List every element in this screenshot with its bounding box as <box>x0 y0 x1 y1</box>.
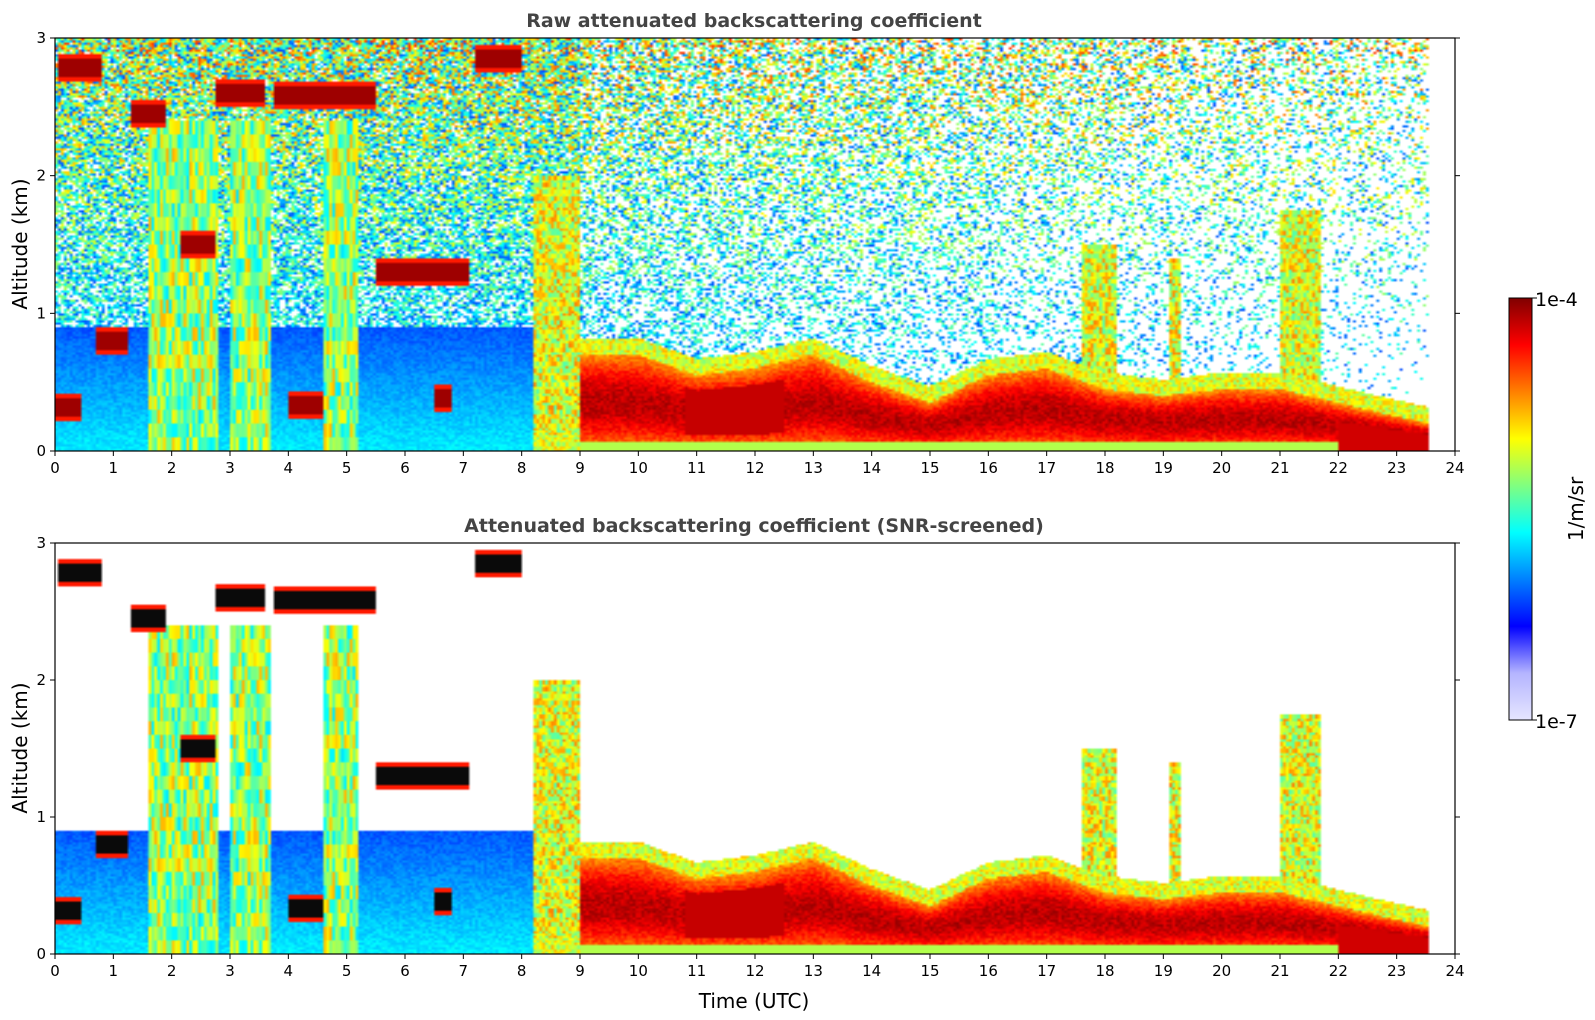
x-tick-label: 21 <box>1270 962 1289 980</box>
x-tick-label: 1 <box>109 459 119 477</box>
y-tick-label: 1 <box>36 304 46 322</box>
raw-panel-title: Raw attenuated backscattering coefficien… <box>526 10 982 32</box>
x-tick-label: 20 <box>1212 962 1231 980</box>
y-tick-label: 3 <box>36 29 46 47</box>
screened-panel-title: Attenuated backscattering coefficient (S… <box>464 515 1044 537</box>
raw-y-axis: 0 1 2 3 <box>36 29 1460 460</box>
x-tick-label: 7 <box>459 962 469 980</box>
y-tick-label: 1 <box>36 808 46 826</box>
raw-backscatter-heatmap <box>55 38 1455 451</box>
screened-backscatter-panel: Attenuated backscattering coefficient (S… <box>8 515 1465 1013</box>
y-tick-label: 2 <box>36 167 46 185</box>
x-tick-label: 23 <box>1387 962 1406 980</box>
raw-y-axis-label: Altitude (km) <box>8 178 32 309</box>
y-tick-label: 2 <box>36 671 46 689</box>
raw-backscatter-panel: Raw attenuated backscattering coefficien… <box>8 10 1465 477</box>
screened-y-axis: 0 1 2 3 <box>36 534 1460 963</box>
x-tick-label: 6 <box>400 962 410 980</box>
colorbar-scale <box>1508 297 1533 721</box>
x-tick-label: 22 <box>1329 459 1348 477</box>
x-tick-label: 5 <box>342 962 352 980</box>
x-tick-label: 14 <box>862 459 881 477</box>
x-tick-label: 9 <box>575 962 585 980</box>
x-tick-label: 10 <box>629 459 648 477</box>
x-tick-label: 21 <box>1270 459 1289 477</box>
x-tick-label: 23 <box>1387 459 1406 477</box>
x-tick-label: 16 <box>979 459 998 477</box>
x-tick-label: 14 <box>862 962 881 980</box>
x-tick-label: 13 <box>804 962 823 980</box>
x-tick-label: 17 <box>1037 459 1056 477</box>
x-tick-label: 5 <box>342 459 352 477</box>
screened-y-axis-label: Altitude (km) <box>8 682 32 813</box>
x-tick-label: 24 <box>1445 962 1464 980</box>
x-tick-label: 4 <box>284 962 294 980</box>
x-tick-label: 3 <box>225 459 235 477</box>
x-tick-label: 19 <box>1154 459 1173 477</box>
x-tick-label: 3 <box>225 962 235 980</box>
raw-x-axis: 0 1 2 3 4 5 6 7 8 9 10 11 12 13 14 15 16 17 18 19 20 21 22 23 24 <box>50 451 1465 477</box>
y-tick-label: 0 <box>36 945 46 963</box>
x-tick-label: 20 <box>1212 459 1231 477</box>
x-tick-label: 19 <box>1154 962 1173 980</box>
x-tick-label: 11 <box>687 459 706 477</box>
x-tick-label: 22 <box>1329 962 1348 980</box>
colorbar-max-label: 1e-4 <box>1535 289 1578 311</box>
x-tick-label: 8 <box>517 459 527 477</box>
x-tick-label: 12 <box>745 459 764 477</box>
x-tick-label: 18 <box>1095 459 1114 477</box>
x-tick-label: 4 <box>284 459 294 477</box>
x-tick-label: 16 <box>979 962 998 980</box>
x-tick-label: 13 <box>804 459 823 477</box>
x-tick-label: 0 <box>50 962 60 980</box>
x-axis-label: Time (UTC) <box>698 989 810 1013</box>
x-tick-label: 2 <box>167 459 177 477</box>
x-tick-label: 1 <box>109 962 119 980</box>
x-tick-label: 17 <box>1037 962 1056 980</box>
x-tick-label: 15 <box>920 962 939 980</box>
x-tick-label: 12 <box>745 962 764 980</box>
colorbar-min-label: 1e-7 <box>1535 711 1578 733</box>
x-tick-label: 11 <box>687 962 706 980</box>
x-tick-label: 15 <box>920 459 939 477</box>
x-tick-label: 18 <box>1095 962 1114 980</box>
x-tick-label: 2 <box>167 962 177 980</box>
x-tick-label: 24 <box>1445 459 1464 477</box>
y-tick-label: 0 <box>36 442 46 460</box>
screened-x-axis: 0 1 2 3 4 5 6 7 8 9 10 11 12 13 14 15 16 17 18 19 20 21 22 23 24 <box>50 954 1465 980</box>
colorbar: 1e-4 1e-7 1/m/sr <box>1508 289 1588 733</box>
x-tick-label: 7 <box>459 459 469 477</box>
x-tick-label: 9 <box>575 459 585 477</box>
x-tick-label: 6 <box>400 459 410 477</box>
screened-backscatter-heatmap <box>55 543 1455 954</box>
y-tick-label: 3 <box>36 534 46 552</box>
x-tick-label: 8 <box>517 962 527 980</box>
x-tick-label: 10 <box>629 962 648 980</box>
colorbar-label: 1/m/sr <box>1564 476 1588 541</box>
x-tick-label: 0 <box>50 459 60 477</box>
